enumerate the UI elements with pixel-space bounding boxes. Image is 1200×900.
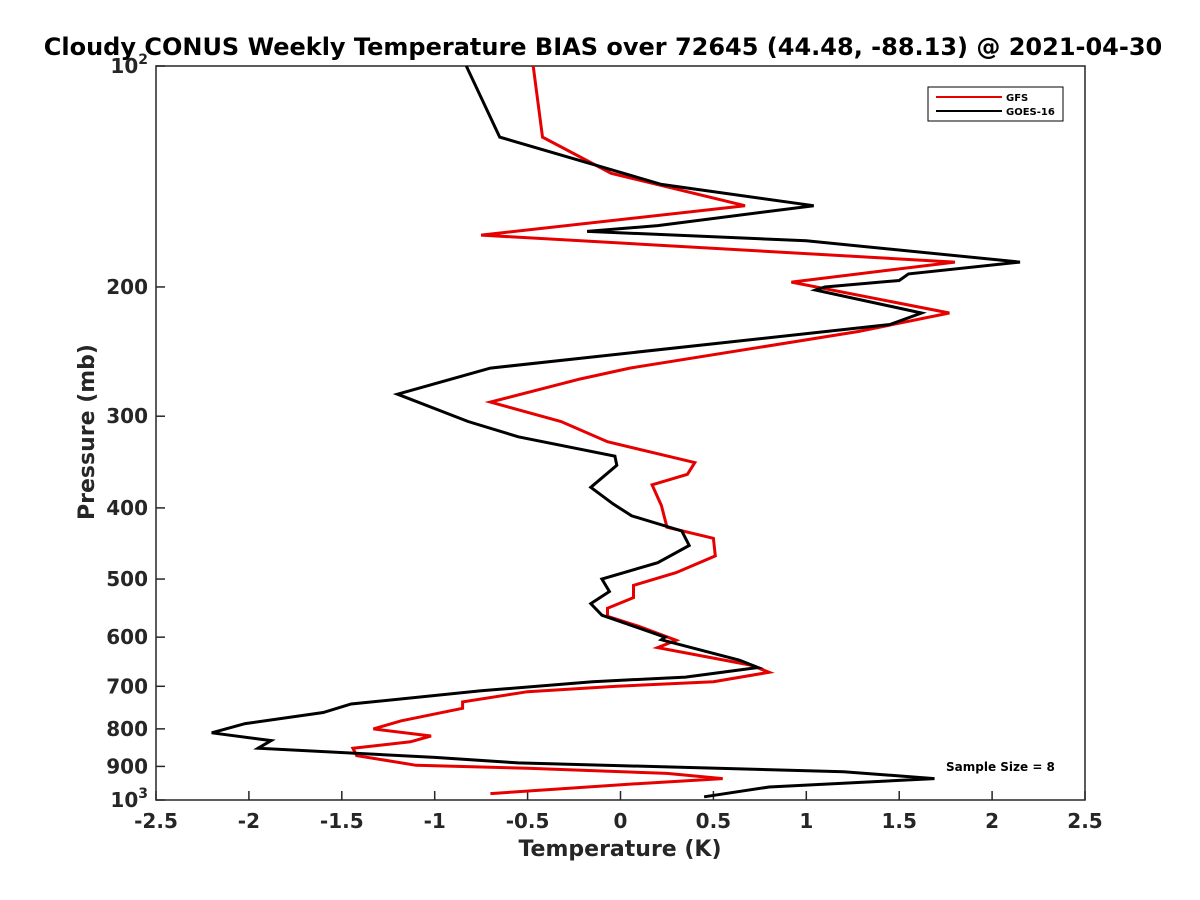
x-tick-label: 2.5	[1067, 809, 1102, 833]
legend: GFS GOES-16	[927, 86, 1064, 122]
x-tick-label: 0	[614, 809, 628, 833]
y-tick-label: 103	[110, 786, 148, 812]
legend-box	[927, 86, 1064, 122]
x-tick-label: 2	[985, 809, 999, 833]
y-tick-label: 800	[106, 717, 148, 741]
x-tick-label: 1	[799, 809, 813, 833]
gfs-line	[350, 65, 956, 796]
x-tick-label: -1	[424, 809, 446, 833]
x-tick-label: -1.5	[320, 809, 364, 833]
series-lines	[211, 65, 1021, 799]
plot-area	[155, 65, 1086, 801]
x-tick-label: -2.5	[134, 809, 178, 833]
sample-size-annotation: Sample Size = 8	[946, 760, 1055, 774]
y-tick-label: 700	[106, 674, 148, 698]
goes16-line	[211, 65, 1021, 799]
x-axis-ticks: -2.5 -2 -1.5 -1 -0.5 0 0.5 1 1.5 2 2.5	[134, 791, 1103, 833]
y-tick-label: 300	[106, 404, 148, 428]
y-tick-label: 500	[106, 567, 148, 591]
x-axis-label: Temperature (K)	[518, 837, 721, 862]
y-axis-ticks: 102 200 300 400 500 600 700 800 900 103	[106, 52, 165, 812]
y-tick-label: 600	[106, 625, 148, 649]
y-tick-label: 200	[106, 275, 148, 299]
x-tick-label: -0.5	[506, 809, 550, 833]
x-tick-label: 1.5	[881, 809, 916, 833]
legend-label-goes16: GOES-16	[1006, 107, 1055, 118]
legend-label-gfs: GFS	[1006, 93, 1028, 104]
x-tick-label: 0.5	[696, 809, 731, 833]
y-tick-label: 900	[106, 754, 148, 778]
chart-title: Cloudy CONUS Weekly Temperature BIAS ove…	[44, 33, 1162, 61]
y-tick-label: 400	[106, 496, 148, 520]
y-axis-label: Pressure (mb)	[75, 344, 100, 520]
y-tick-label: 102	[110, 52, 148, 78]
x-tick-label: -2	[238, 809, 260, 833]
